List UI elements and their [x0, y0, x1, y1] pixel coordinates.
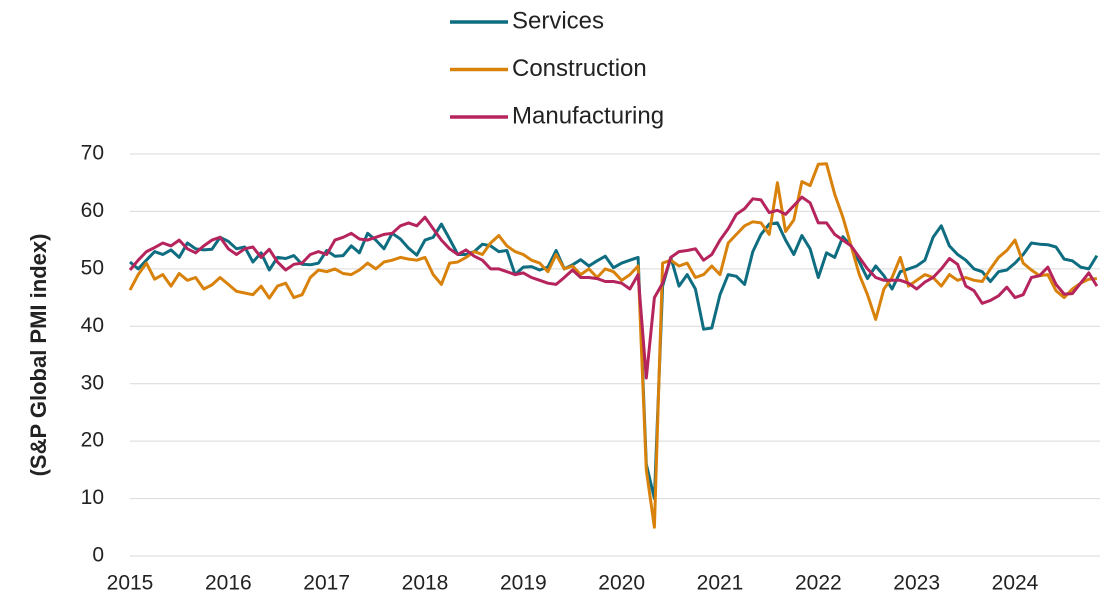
legend-label: Services — [512, 7, 604, 34]
y-tick-label: 70 — [81, 142, 104, 165]
legend-label: Manufacturing — [512, 102, 664, 129]
legend-label: Construction — [512, 55, 647, 82]
y-tick-label: 40 — [81, 314, 104, 337]
x-tick-label: 2021 — [697, 572, 744, 595]
y-tick-label: 10 — [81, 486, 104, 509]
series-line — [128, 162, 1098, 529]
y-tick-label: 60 — [81, 199, 104, 222]
x-tick-label: 2015 — [107, 572, 154, 595]
x-tick-label: 2018 — [402, 572, 449, 595]
series-line — [128, 195, 1099, 380]
x-tick-label: 2016 — [205, 572, 252, 595]
x-tick-label: 2022 — [795, 572, 842, 595]
x-tick-label: 2024 — [992, 572, 1039, 595]
y-tick-label: 50 — [81, 256, 104, 279]
y-tick-label: 20 — [81, 429, 104, 452]
x-tick-label: 2020 — [598, 572, 645, 595]
x-tick-label: 2019 — [500, 572, 547, 595]
y-axis-label: (S&P Global PMI index) — [26, 234, 51, 477]
series-line — [129, 221, 1099, 501]
y-tick-label: 0 — [92, 544, 104, 567]
x-tick-label: 2017 — [303, 572, 350, 595]
y-tick-label: 30 — [81, 371, 104, 394]
x-tick-label: 2023 — [893, 572, 940, 595]
